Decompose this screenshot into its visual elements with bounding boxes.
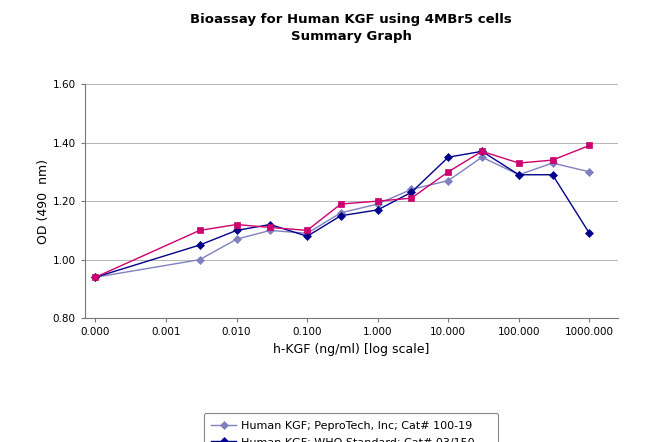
Human KGF; WHO Standard; Cat# 03/150 — [337, 213, 344, 218]
Human KGF; PeproTech, Inc; Cat# 100-19 — [92, 274, 99, 280]
Human KGF; PeproTech, Inc; Cat# 100-19 — [266, 228, 274, 233]
Human KGF; WHO Standard; Cat# 03/150 — [549, 172, 556, 177]
Human KGF; PeproTech, Inc; Cat# 100-19 — [445, 178, 452, 183]
Line: Human KGF; WHO Standard; Cat# 03/150: Human KGF; WHO Standard; Cat# 03/150 — [93, 149, 592, 280]
Human KGF; PeproTech, Inc; Cat# 100-19 — [233, 236, 240, 242]
Human KGF; PeproTech, Inc; Cat# AF-100-19 — [233, 222, 240, 227]
Line: Human KGF; PeproTech, Inc; Cat# 100-19: Human KGF; PeproTech, Inc; Cat# 100-19 — [93, 154, 592, 280]
Human KGF; PeproTech, Inc; Cat# 100-19 — [374, 202, 382, 207]
Human KGF; PeproTech, Inc; Cat# AF-100-19 — [92, 274, 99, 280]
Human KGF; PeproTech, Inc; Cat# AF-100-19 — [549, 157, 556, 163]
Human KGF; WHO Standard; Cat# 03/150 — [233, 228, 240, 233]
Human KGF; PeproTech, Inc; Cat# 100-19 — [196, 257, 203, 262]
Human KGF; PeproTech, Inc; Cat# 100-19 — [515, 172, 523, 177]
X-axis label: h-KGF (ng/ml) [log scale]: h-KGF (ng/ml) [log scale] — [273, 343, 429, 356]
Human KGF; WHO Standard; Cat# 03/150 — [478, 149, 486, 154]
Human KGF; WHO Standard; Cat# 03/150 — [445, 155, 452, 160]
Human KGF; PeproTech, Inc; Cat# AF-100-19 — [304, 228, 311, 233]
Human KGF; PeproTech, Inc; Cat# 100-19 — [337, 210, 344, 216]
Human KGF; WHO Standard; Cat# 03/150 — [92, 274, 99, 280]
Human KGF; PeproTech, Inc; Cat# AF-100-19 — [374, 198, 382, 204]
Human KGF; PeproTech, Inc; Cat# 100-19 — [304, 231, 311, 236]
Human KGF; WHO Standard; Cat# 03/150 — [515, 172, 523, 177]
Legend: Human KGF; PeproTech, Inc; Cat# 100-19, Human KGF; WHO Standard; Cat# 03/150, Hu: Human KGF; PeproTech, Inc; Cat# 100-19, … — [203, 413, 499, 442]
Human KGF; PeproTech, Inc; Cat# 100-19 — [549, 160, 556, 166]
Human KGF; PeproTech, Inc; Cat# AF-100-19 — [337, 202, 344, 207]
Y-axis label: OD (490  nm): OD (490 nm) — [36, 159, 49, 244]
Human KGF; PeproTech, Inc; Cat# AF-100-19 — [266, 225, 274, 230]
Human KGF; WHO Standard; Cat# 03/150 — [374, 207, 382, 213]
Human KGF; PeproTech, Inc; Cat# AF-100-19 — [515, 160, 523, 166]
Line: Human KGF; PeproTech, Inc; Cat# AF-100-19: Human KGF; PeproTech, Inc; Cat# AF-100-1… — [93, 143, 592, 280]
Human KGF; PeproTech, Inc; Cat# AF-100-19 — [478, 149, 486, 154]
Text: Bioassay for Human KGF using 4MBr5 cells
Summary Graph: Bioassay for Human KGF using 4MBr5 cells… — [190, 13, 512, 43]
Human KGF; PeproTech, Inc; Cat# AF-100-19 — [196, 228, 203, 233]
Human KGF; PeproTech, Inc; Cat# 100-19 — [408, 187, 415, 192]
Human KGF; WHO Standard; Cat# 03/150 — [408, 190, 415, 195]
Human KGF; PeproTech, Inc; Cat# AF-100-19 — [408, 195, 415, 201]
Human KGF; WHO Standard; Cat# 03/150 — [586, 231, 593, 236]
Human KGF; PeproTech, Inc; Cat# 100-19 — [478, 155, 486, 160]
Human KGF; PeproTech, Inc; Cat# 100-19 — [586, 169, 593, 175]
Human KGF; WHO Standard; Cat# 03/150 — [304, 233, 311, 239]
Human KGF; PeproTech, Inc; Cat# AF-100-19 — [586, 143, 593, 148]
Human KGF; WHO Standard; Cat# 03/150 — [196, 242, 203, 248]
Human KGF; WHO Standard; Cat# 03/150 — [266, 222, 274, 227]
Human KGF; PeproTech, Inc; Cat# AF-100-19 — [445, 169, 452, 175]
